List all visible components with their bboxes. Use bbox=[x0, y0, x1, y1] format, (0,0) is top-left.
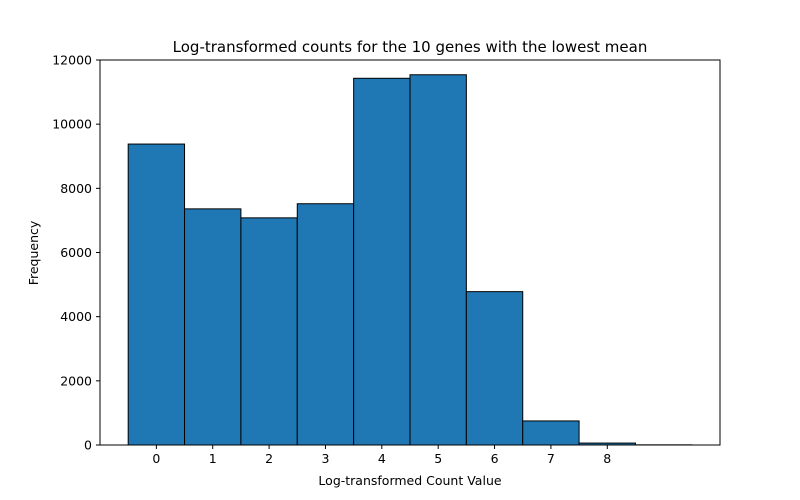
y-tick-label-1: 2000 bbox=[60, 373, 92, 388]
histogram-bar-5 bbox=[409, 74, 467, 446]
y-tick-label-4: 8000 bbox=[60, 181, 92, 196]
y-tick-label-0: 0 bbox=[84, 438, 92, 453]
x-tick-label-0: 0 bbox=[152, 451, 160, 466]
y-tick-label-5: 10000 bbox=[52, 117, 92, 132]
histogram-bar-1 bbox=[184, 208, 242, 446]
histogram-bar-0 bbox=[127, 143, 186, 446]
histogram-bar-3 bbox=[296, 203, 355, 446]
histogram-bar-4 bbox=[353, 77, 411, 446]
x-tick-label-6: 6 bbox=[491, 451, 499, 466]
x-tick-label-3: 3 bbox=[321, 451, 329, 466]
y-tick-label-3: 6000 bbox=[60, 245, 92, 260]
histogram-bar-2 bbox=[240, 217, 298, 446]
x-tick-label-4: 4 bbox=[378, 451, 386, 466]
y-tick-label-2: 4000 bbox=[60, 309, 92, 324]
x-axis-ticks: 0 1 2 3 4 5 6 7 8 bbox=[152, 445, 611, 466]
x-tick-label-5: 5 bbox=[434, 451, 442, 466]
y-axis-label: Frequency bbox=[26, 220, 41, 285]
x-tick-label-2: 2 bbox=[265, 451, 273, 466]
bars-group bbox=[127, 74, 693, 446]
y-tick-label-6: 12000 bbox=[52, 53, 92, 68]
x-tick-label-8: 8 bbox=[603, 451, 611, 466]
histogram-bar-7 bbox=[522, 420, 580, 446]
y-axis-ticks: 0 2000 4000 6000 8000 10000 12000 bbox=[52, 53, 100, 453]
histogram-bar-6 bbox=[465, 291, 524, 446]
x-tick-label-7: 7 bbox=[547, 451, 555, 466]
x-tick-label-1: 1 bbox=[209, 451, 217, 466]
x-axis-label: Log-transformed Count Value bbox=[318, 473, 501, 488]
chart-title: Log-transformed counts for the 10 genes … bbox=[173, 38, 648, 56]
